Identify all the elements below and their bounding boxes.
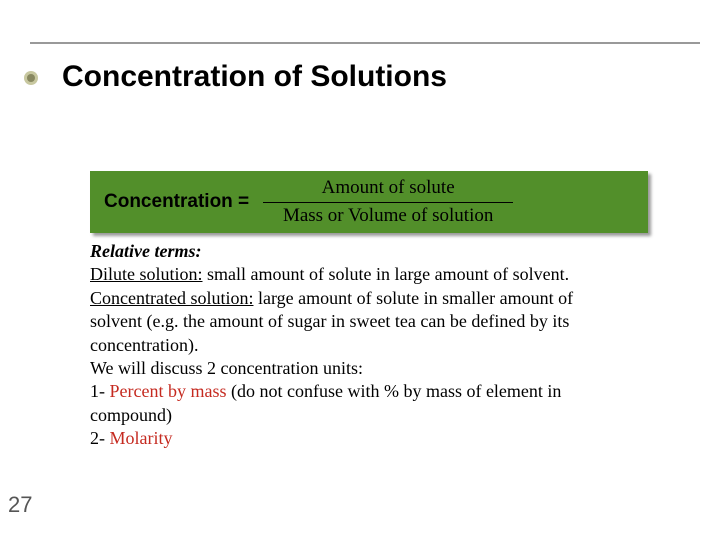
conc-text-2: solvent (e.g. the amount of sugar in swe… bbox=[90, 310, 660, 333]
dilute-label: Dilute solution: bbox=[90, 264, 203, 284]
formula-numerator: Amount of solute bbox=[314, 177, 463, 202]
formula-box: Concentration = Amount of solute Mass or… bbox=[90, 171, 648, 233]
item1-main: Percent by mass bbox=[110, 381, 227, 401]
discuss-text: We will discuss 2 concentration units: bbox=[90, 357, 660, 380]
body-text: Relative terms: Dilute solution: small a… bbox=[90, 240, 660, 451]
item1-prefix: 1- bbox=[90, 381, 110, 401]
conc-text-1: large amount of solute in smaller amount… bbox=[253, 288, 573, 308]
dilute-text: small amount of solute in large amount o… bbox=[203, 264, 570, 284]
slide: Concentration of Solutions Concentration… bbox=[0, 0, 720, 540]
title-rule bbox=[30, 42, 700, 44]
relative-terms-label: Relative terms: bbox=[90, 241, 201, 261]
item2-prefix: 2- bbox=[90, 428, 110, 448]
item2-main: Molarity bbox=[110, 428, 173, 448]
item1-rest2: compound) bbox=[90, 404, 660, 427]
page-number: 27 bbox=[8, 492, 32, 518]
slide-title: Concentration of Solutions bbox=[62, 60, 447, 94]
formula-fraction: Amount of solute Mass or Volume of solut… bbox=[263, 177, 513, 228]
conc-label: Concentrated solution: bbox=[90, 288, 253, 308]
formula-denominator: Mass or Volume of solution bbox=[275, 203, 501, 228]
title-bullet-icon bbox=[24, 71, 38, 85]
item1-rest: (do not confuse with % by mass of elemen… bbox=[226, 381, 561, 401]
conc-text-3: concentration). bbox=[90, 334, 660, 357]
formula-lhs: Concentration = bbox=[90, 191, 257, 213]
